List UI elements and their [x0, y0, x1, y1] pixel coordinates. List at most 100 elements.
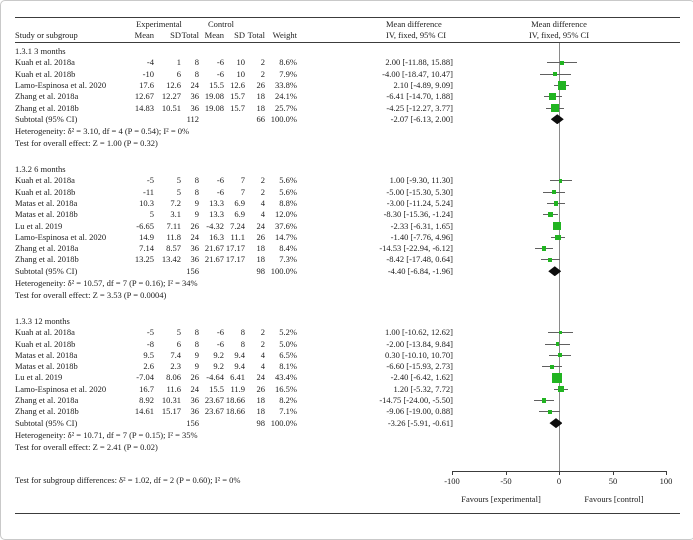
- exp-sd: 13.42: [161, 254, 181, 265]
- weight: 8.8%: [279, 197, 297, 208]
- effect-marker: [559, 60, 564, 65]
- exp-mean: -6.65: [136, 220, 154, 231]
- subtotal-row: Subtotal (95% CI) 156 98 100.0% -3.26 [-5.91…: [1, 418, 693, 429]
- x-tick-label: -100: [444, 476, 460, 486]
- ci-text: 2.00 [-11.88, 15.88]: [385, 57, 453, 68]
- exp-sd: 3.1: [170, 209, 181, 220]
- subtotal-label: Subtotal (95% CI): [15, 417, 78, 428]
- exp-mean: -5: [146, 327, 154, 338]
- study-row: Matas et al. 2018b 2.6 2.3 9 9.2 9.4 4 8.1% -6.6…: [1, 361, 693, 372]
- study-name: Lu et al. 2019: [15, 220, 63, 231]
- effect-marker: [557, 386, 564, 393]
- overall-effect-text: Test for overall effect: Z = 1.00 (P = 0…: [15, 137, 158, 148]
- ctrl-sd: 18.66: [225, 395, 245, 405]
- study-row: Matas et al. 2018a 10.3 7.2 9 13.3 6.9 4 8.8% -3…: [1, 198, 693, 209]
- ctrl-mean: -6: [216, 57, 224, 68]
- ctrl-total: 24: [256, 372, 266, 383]
- weight: 16.5%: [275, 383, 297, 394]
- exp-total: 24: [190, 79, 200, 90]
- ctrl-total: 66: [256, 113, 266, 124]
- exp-total: 8: [194, 175, 199, 186]
- ctrl-total: 4: [260, 197, 265, 208]
- study-name: Zhang et al. 2018a: [15, 395, 79, 405]
- weight: 7.9%: [279, 68, 297, 79]
- ci-text: -9.06 [-19.00, 0.88]: [386, 406, 453, 417]
- study-name: Kuah et al. 2018a: [15, 57, 75, 68]
- weight: 8.1%: [279, 361, 297, 372]
- weight: 5.6%: [279, 175, 297, 186]
- study-row: Kuah et al. 2018b -8 6 8 -6 8 2 5.0% -2.00 [-13.…: [1, 339, 693, 350]
- plot-header-mean-difference: Mean difference: [531, 19, 587, 29]
- x-tick-label: 0: [556, 476, 562, 486]
- subgroup-differences-note: Test for subgroup differences: δ² = 1.02…: [15, 475, 241, 485]
- exp-mean: 13.25: [134, 254, 154, 265]
- study-row: Zhang et al. 2018a 8.92 10.31 36 23.67 18.66 1…: [1, 395, 693, 406]
- header-iv-fixed-ci: IV, fixed, 95% CI: [386, 30, 447, 40]
- ctrl-mean: -6: [216, 68, 224, 79]
- x-tick-label: 50: [608, 476, 618, 486]
- subtotal-label: Subtotal (95% CI): [15, 113, 78, 124]
- exp-sd: 15.17: [161, 406, 181, 417]
- exp-mean: -7.04: [136, 372, 154, 383]
- ctrl-sd: 9.4: [234, 361, 245, 372]
- overall-effect-text: Test for overall effect: Z = 2.41 (P = 0…: [15, 441, 158, 452]
- study-row: Lamo-Espinosa et al. 2020 16.7 11.6 24 15.5 1…: [1, 384, 693, 395]
- study-row: Lamo-Espinosa et al. 2020 14.9 11.8 24 16.3 1…: [1, 232, 693, 243]
- ctrl-mean: 15.5: [209, 79, 224, 90]
- study-name: Matas et al. 2018b: [15, 209, 78, 220]
- weight: 8.2%: [279, 395, 297, 405]
- ctrl-sd: 7.24: [230, 220, 245, 231]
- ctrl-sd: 7: [240, 186, 245, 197]
- ctrl-sd: 12.6: [230, 79, 245, 90]
- ci-text: -2.07 [-6.13, 2.00]: [390, 113, 453, 124]
- exp-total: 8: [194, 327, 199, 338]
- x-axis-tick: [666, 471, 667, 475]
- header-weight: Weight: [272, 30, 297, 40]
- exp-mean: 17.6: [139, 79, 154, 90]
- exp-sd: 8.57: [166, 243, 181, 254]
- ctrl-total: 4: [260, 349, 265, 360]
- exp-total: 8: [194, 68, 199, 79]
- exp-total: 24: [190, 383, 200, 394]
- subtotal-label: Subtotal (95% CI): [15, 265, 78, 276]
- study-name: Lu et al. 2019: [15, 372, 63, 383]
- exp-sd: 12.27: [161, 91, 181, 102]
- ctrl-sd: 6.41: [230, 372, 245, 383]
- exp-sd: 1: [176, 57, 181, 68]
- study-row: Matas et al. 2018a 9.5 7.4 9 9.2 9.4 4 6.5% 0.30…: [1, 350, 693, 361]
- exp-sd: 10.51: [161, 102, 181, 113]
- heterogeneity-row: Heterogeneity: δ² = 3.10, df = 4 (P = 0.…: [1, 126, 693, 137]
- exp-mean: 14.61: [134, 406, 154, 417]
- weight: 37.6%: [275, 220, 297, 231]
- overall-effect-row: Test for overall effect: Z = 2.41 (P = 0…: [1, 442, 693, 453]
- exp-total: 26: [190, 220, 200, 231]
- ctrl-mean: 21.67: [204, 243, 224, 254]
- ctrl-total: 18: [256, 406, 266, 417]
- exp-total: 112: [186, 113, 199, 124]
- ctrl-total: 4: [260, 209, 265, 220]
- exp-total: 36: [190, 406, 200, 417]
- section-label: 1.3.1 3 months: [15, 46, 66, 56]
- exp-total: 24: [190, 231, 200, 242]
- ctrl-total: 18: [256, 91, 266, 102]
- study-name: Kuah at al. 2018a: [15, 327, 75, 338]
- ctrl-total: 26: [256, 383, 266, 394]
- zero-effect-line: [559, 43, 560, 471]
- ctrl-mean: 9.2: [213, 349, 224, 360]
- header-rule: [15, 42, 680, 43]
- exp-total: 156: [186, 265, 199, 276]
- study-name: Lamo-Espinosa et al. 2020: [15, 231, 107, 242]
- ctrl-sd: 15.7: [230, 102, 245, 113]
- ci-text: -8.42 [-17.48, 0.64]: [386, 254, 453, 265]
- subtotal-row: Subtotal (95% CI) 156 98 100.0% -4.40 [-6.84…: [1, 266, 693, 277]
- study-row: Kuah at al. 2018a -5 5 8 -6 8 2 5.2% 1.00 [-10.6…: [1, 327, 693, 338]
- heterogeneity-text: Heterogeneity: δ² = 10.57, df = 7 (P = 0…: [15, 278, 198, 289]
- ctrl-sd: 18.66: [225, 406, 245, 417]
- study-row: Zhang et al. 2018b 14.83 10.51 36 19.08 15.7 1…: [1, 103, 693, 114]
- weight: 12.0%: [275, 209, 297, 220]
- effect-marker: [557, 353, 562, 358]
- weight: 100.0%: [270, 265, 297, 276]
- ctrl-mean: -6: [216, 186, 224, 197]
- ci-text: -5.00 [-15.30, 5.30]: [386, 186, 453, 197]
- ctrl-total: 2: [260, 175, 265, 186]
